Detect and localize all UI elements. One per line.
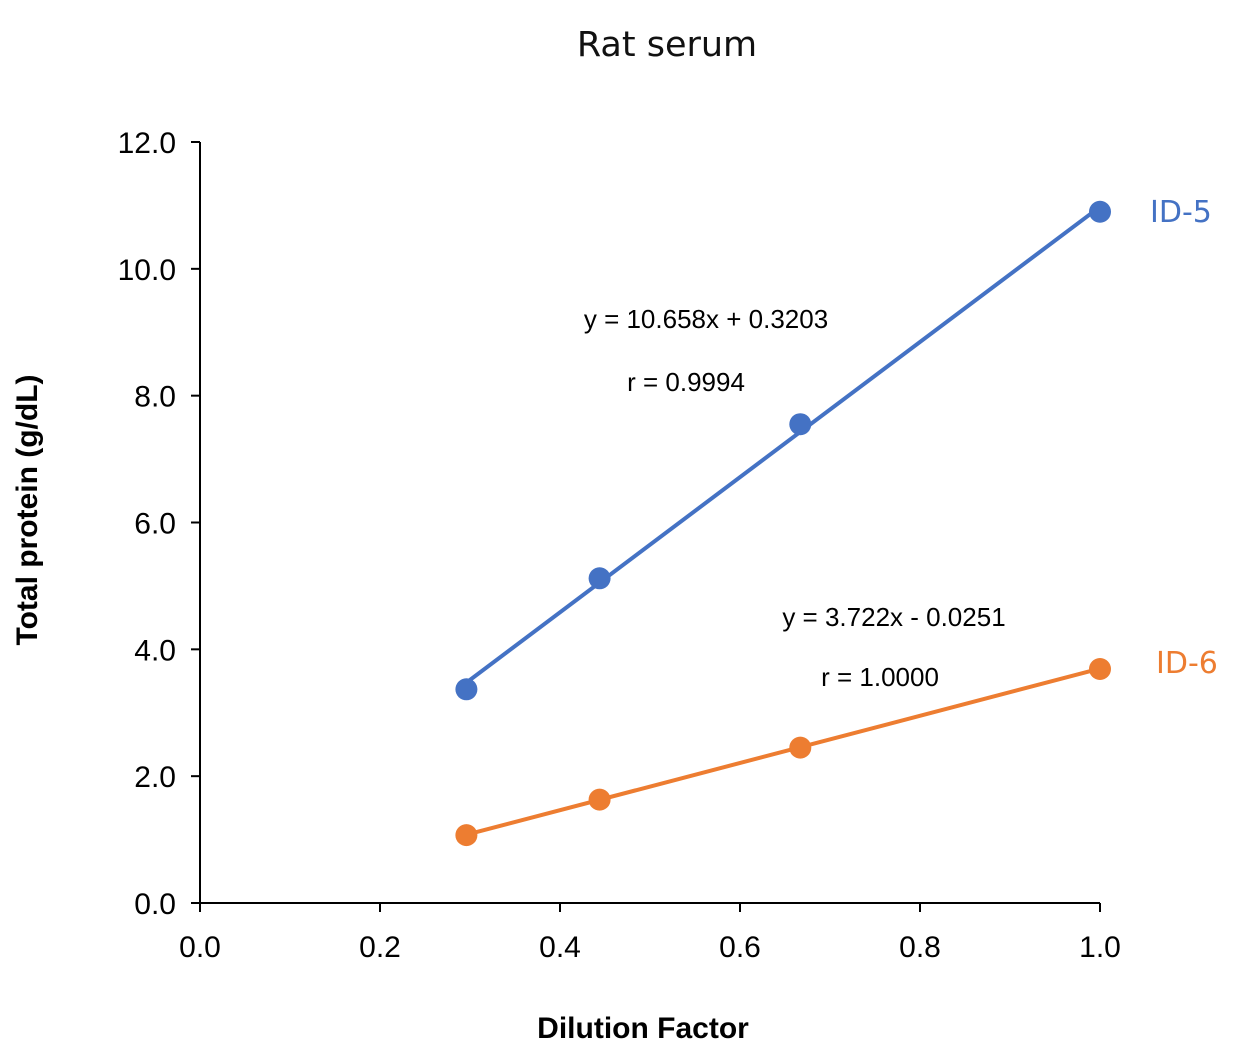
data-point: [789, 736, 812, 759]
data-point: [455, 678, 478, 701]
data-point: [455, 824, 478, 847]
x-axis-title: Dilution Factor: [537, 1012, 749, 1045]
id5-r-value: r = 0.9994: [627, 367, 745, 397]
data-point: [1089, 200, 1111, 223]
data-point: [1089, 657, 1111, 680]
x-ticks: 0.0 0.2 0.4 0.6 0.8 1.0: [179, 903, 1121, 964]
trendline-id-6: [464, 666, 1102, 837]
id6-r-value: r = 1.0000: [821, 662, 939, 692]
y-ticks: 0.0 2.0 4.0 6.0 8.0 10.0 12.0: [118, 127, 200, 921]
id6-equation: y = 3.722x - 0.0251: [782, 602, 1005, 632]
x-tick-label: 0.4: [539, 931, 581, 964]
data-point: [588, 788, 611, 811]
series-label-id5: ID-5: [1150, 195, 1212, 230]
axes: 0.0 2.0 4.0 6.0 8.0 10.0 12.0 0.0 0.2 0.4 0.6 0.8 1…: [118, 127, 1121, 964]
series-id-5: [455, 200, 1111, 701]
x-tick-label: 0.0: [179, 931, 221, 964]
data-point: [588, 567, 611, 590]
x-tick-label: 0.2: [359, 931, 401, 964]
series-id-6: [455, 657, 1111, 847]
id5-equation: y = 10.658x + 0.3203: [584, 304, 828, 334]
y-tick-label: 0.0: [134, 888, 176, 921]
y-axis-title: Total protein (g/dL): [11, 374, 44, 645]
trendline-id-5: [464, 204, 1102, 685]
x-tick-label: 0.6: [719, 931, 761, 964]
y-tick-label: 8.0: [134, 381, 176, 414]
y-tick-label: 10.0: [118, 254, 176, 287]
x-tick-label: 1.0: [1079, 931, 1121, 964]
chart-title: Rat serum: [577, 25, 757, 65]
series-label-id6: ID-6: [1156, 646, 1218, 681]
y-tick-label: 2.0: [134, 761, 176, 794]
y-tick-label: 4.0: [134, 634, 176, 667]
series-layer: [455, 200, 1111, 847]
x-tick-label: 0.8: [899, 931, 941, 964]
y-tick-label: 12.0: [118, 127, 176, 160]
y-tick-label: 6.0: [134, 508, 176, 541]
data-point: [789, 413, 812, 436]
